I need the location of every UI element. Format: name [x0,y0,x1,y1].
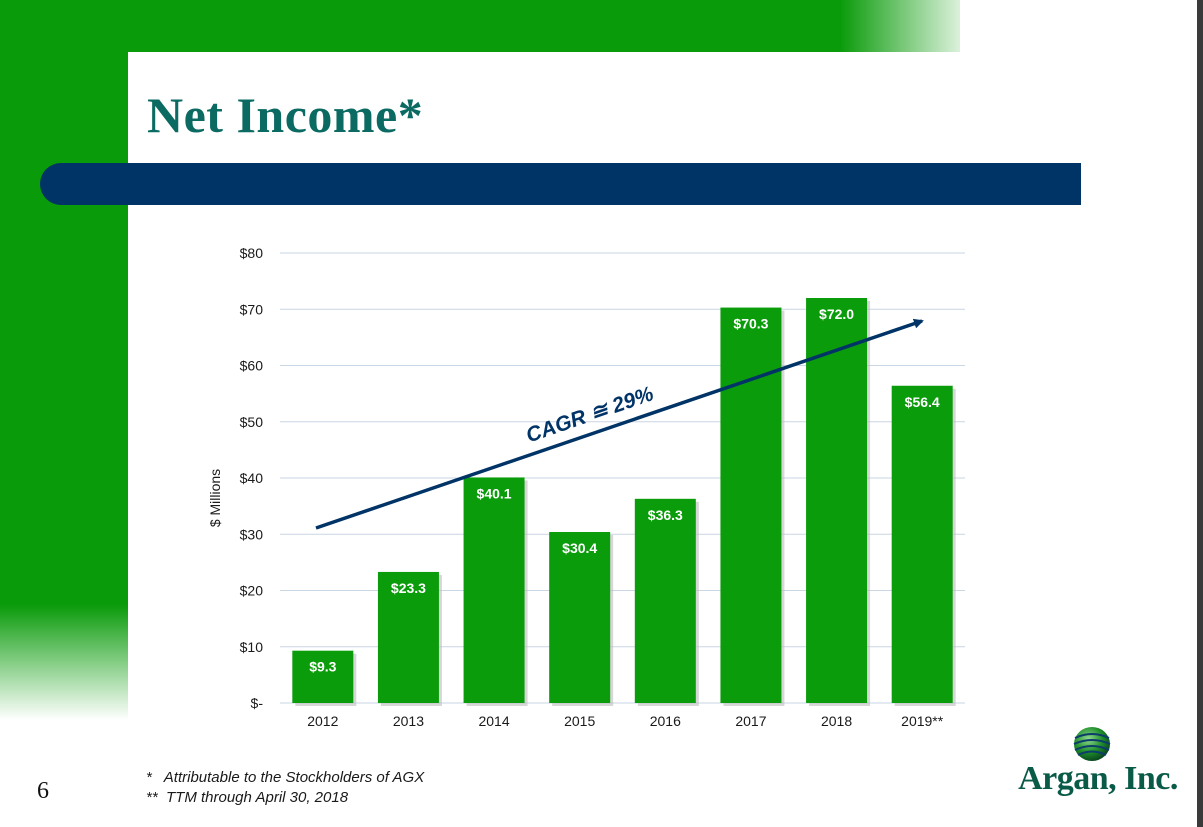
y-tick-label: $20 [240,583,264,599]
logo-text: Argan, Inc. [1018,760,1178,797]
x-tick-label: 2019** [901,713,944,729]
y-tick-label: $- [251,695,264,711]
cagr-annotation: CAGR ≅ 29% [523,382,657,447]
argan-logo: Argan, Inc. [1018,724,1178,814]
slide-title: Net Income* [147,87,424,143]
x-tick-label: 2013 [393,713,424,729]
chart-bars: $9.3 $23.3 $40.1 $30.4 $36.3 $70.3 $72.0 $56.4 [292,298,956,706]
y-tick-label: $80 [240,245,264,261]
x-tick-label: 2015 [564,713,595,729]
bar [377,571,439,703]
footnote-1: * Attributable to the Stockholders of AG… [146,769,425,786]
bar [549,532,611,703]
page-number: 6 [37,778,49,804]
bar-value-label: $30.4 [562,540,597,556]
bar [463,477,525,703]
window-edge [1197,0,1203,827]
footnotes: * Attributable to the Stockholders of AG… [146,768,424,808]
green-fade [840,0,980,52]
x-tick-label: 2018 [821,713,852,729]
y-tick-label: $70 [240,301,264,317]
bar [634,498,696,703]
x-axis-ticks: 2012 2013 2014 2015 2016 2017 2018 2019** [307,713,944,729]
x-tick-label: 2017 [735,713,766,729]
bar [806,298,868,703]
trend-arrow-line [315,318,924,530]
globe-icon [1073,727,1111,761]
y-tick-label: $10 [240,639,264,655]
y-tick-label: $40 [240,470,264,486]
y-tick-label: $60 [240,358,264,374]
title-underline-bar [40,163,1081,205]
bar-value-label: $56.4 [905,394,940,410]
bar-value-label: $72.0 [819,306,854,322]
bar-value-label: $9.3 [309,659,336,675]
x-tick-label: 2012 [307,713,338,729]
y-axis-label: $ Millions [207,469,223,527]
footnote-2: ** TTM through April 30, 2018 [146,789,349,806]
y-tick-label: $50 [240,414,264,430]
bar-value-label: $70.3 [733,316,768,332]
x-tick-label: 2014 [478,713,509,729]
bar-value-label: $40.1 [477,485,512,501]
bar-value-label: $36.3 [648,507,683,523]
bar [720,307,782,703]
x-tick-label: 2016 [650,713,681,729]
bar-value-label: $23.3 [391,580,426,596]
bar [891,385,953,703]
y-tick-label: $30 [240,526,264,542]
bar [292,650,354,703]
y-axis-ticks: $- $10 $20 $30 $40 $50 $60 $70 $80 [240,245,264,711]
